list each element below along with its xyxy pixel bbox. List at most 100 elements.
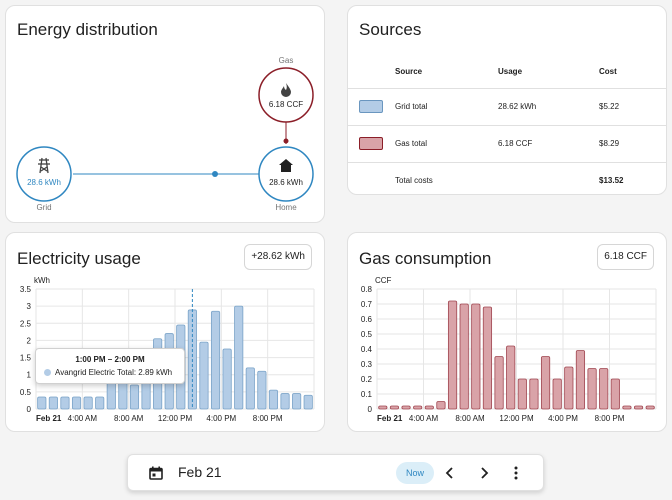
- electricity-bar[interactable]: [268, 389, 279, 410]
- electricity-bar[interactable]: [60, 396, 70, 410]
- gas-bar[interactable]: [378, 405, 388, 410]
- electricity-bar[interactable]: [37, 396, 47, 410]
- y-tick-label: 0.4: [361, 345, 373, 354]
- gas-bar[interactable]: [564, 366, 574, 410]
- date-toolbar: Feb 21 Now: [127, 454, 544, 491]
- gas-bar[interactable]: [401, 405, 411, 410]
- electricity-total-badge: +28.62 kWh: [244, 244, 312, 270]
- sources-title: Sources: [359, 20, 422, 39]
- electricity-bar[interactable]: [106, 381, 116, 410]
- grid-cost: $5.22: [599, 102, 620, 111]
- y-tick-label: 0.2: [361, 375, 373, 384]
- electricity-bar[interactable]: [257, 370, 267, 410]
- grid-node[interactable]: [16, 146, 72, 202]
- electricity-bar[interactable]: [280, 393, 290, 410]
- grid-node-label: Grid: [36, 203, 51, 212]
- usage-column-header: Usage: [498, 67, 523, 77]
- y-tick-label: 1: [27, 371, 32, 380]
- electricity-bar[interactable]: [83, 396, 93, 410]
- gas-total-badge: 6.18 CCF: [597, 244, 654, 270]
- cost-column-header: Cost: [599, 67, 617, 77]
- y-tick-label: 0: [368, 405, 373, 414]
- x-tick-label: 8:00 AM: [455, 414, 485, 423]
- y-tick-label: 3: [27, 302, 32, 311]
- selected-date[interactable]: Feb 21: [178, 464, 222, 480]
- sources-table: Source Usage Cost Grid total 28.62 kWh $…: [348, 56, 666, 199]
- tooltip-title: 1:00 PM – 2:00 PM: [75, 355, 145, 364]
- electricity-bar[interactable]: [245, 367, 255, 410]
- gas-bar[interactable]: [447, 300, 458, 410]
- gas-usage: 6.18 CCF: [498, 139, 533, 148]
- chevron-left-icon[interactable]: [445, 467, 455, 479]
- gas-bar[interactable]: [459, 303, 469, 410]
- more-vert-icon[interactable]: [513, 466, 519, 480]
- gas-bar[interactable]: [587, 368, 597, 410]
- electricity-bar[interactable]: [234, 305, 244, 410]
- gas-bar[interactable]: [389, 405, 400, 410]
- grid-source-name: Grid total: [395, 102, 428, 111]
- y-axis-label: CCF: [375, 276, 392, 285]
- y-tick-label: 0.5: [20, 388, 32, 397]
- flame-icon: [281, 83, 291, 97]
- electricity-bar[interactable]: [199, 341, 209, 410]
- table-row: Grid total 28.62 kWh $5.22: [348, 88, 666, 125]
- gas-bar[interactable]: [424, 405, 434, 410]
- x-tick-label: Feb 21: [36, 414, 62, 423]
- gas-bar[interactable]: [645, 405, 655, 410]
- electricity-bar[interactable]: [303, 394, 313, 410]
- home-node[interactable]: [258, 146, 314, 202]
- gas-bar[interactable]: [622, 405, 632, 410]
- gas-bar[interactable]: [529, 378, 539, 410]
- gas-bar[interactable]: [506, 345, 516, 410]
- energy-distribution-card: Energy distribution Gas 6.18 CCF 28.6 kW…: [5, 5, 325, 223]
- gas-bar[interactable]: [436, 401, 446, 410]
- electricity-bar[interactable]: [48, 396, 58, 410]
- electricity-usage-card: Electricity usage +28.62 kWh 3.5 3 2.5 2 1.5…: [5, 232, 325, 432]
- x-tick-label: 4:00 AM: [409, 414, 439, 423]
- electricity-bar[interactable]: [95, 396, 105, 410]
- gas-consumption-card: Gas consumption 6.18 CCF 0.8 0.7 0.6 0.5 0.4…: [347, 232, 667, 432]
- gas-bar[interactable]: [413, 405, 423, 410]
- y-tick-label: 0.3: [361, 360, 373, 369]
- x-tick-label: 12:00 PM: [158, 414, 193, 423]
- chevron-right-icon[interactable]: [479, 467, 489, 479]
- gas-bar[interactable]: [540, 356, 551, 410]
- gas-bar[interactable]: [633, 405, 644, 410]
- electricity-bar[interactable]: [292, 393, 302, 410]
- x-tick-label: 8:00 PM: [595, 414, 625, 423]
- electricity-chart[interactable]: 3.5 3 2.5 2 1.5 1 0.5 0 kWh Feb 21 4:00 AM 8:00 AM 1…: [6, 233, 326, 433]
- tooltip-value: Avangrid Electric Total: 2.89 kWh: [55, 368, 173, 377]
- gas-bar[interactable]: [494, 356, 504, 410]
- gas-node-value: 6.18 CCF: [269, 100, 303, 109]
- flow-dot: [212, 171, 218, 177]
- gas-bar[interactable]: [575, 350, 586, 410]
- x-tick-label: Feb 21: [377, 414, 403, 423]
- gas-bar[interactable]: [552, 378, 562, 410]
- now-button[interactable]: Now: [396, 462, 434, 484]
- home-node-value: 28.6 kWh: [269, 178, 303, 187]
- gas-bar[interactable]: [482, 306, 493, 410]
- gas-chart[interactable]: 0.8 0.7 0.6 0.5 0.4 0.3 0.2 0.1 0 CCF Feb 21 4:00 A…: [348, 233, 668, 433]
- x-tick-label: 4:00 AM: [68, 414, 98, 423]
- electricity-bar[interactable]: [222, 348, 232, 410]
- y-tick-label: 2.5: [20, 319, 32, 328]
- gas-flow-dot: [283, 138, 289, 144]
- electricity-bar[interactable]: [210, 310, 221, 410]
- electricity-bar[interactable]: [129, 384, 140, 410]
- y-tick-label: 1.5: [20, 354, 32, 363]
- total-cost: $13.52: [599, 176, 624, 186]
- gas-bar[interactable]: [610, 378, 620, 410]
- gas-bar[interactable]: [599, 368, 609, 410]
- y-tick-label: 0.1: [361, 390, 373, 399]
- y-tick-label: 0.8: [361, 285, 373, 294]
- energy-distribution-title: Energy distribution: [17, 20, 158, 39]
- gas-bar[interactable]: [471, 303, 481, 410]
- electricity-bar[interactable]: [71, 396, 82, 410]
- y-tick-label: 2: [27, 336, 32, 345]
- gas-bar[interactable]: [517, 378, 527, 410]
- chart-tooltip: 1:00 PM – 2:00 PM Avangrid Electric Tota…: [35, 348, 185, 384]
- sources-header-row: Source Usage Cost: [348, 56, 666, 88]
- transmission-tower-icon: [38, 157, 50, 174]
- x-tick-label: 4:00 PM: [206, 414, 236, 423]
- calendar-icon[interactable]: [149, 466, 163, 480]
